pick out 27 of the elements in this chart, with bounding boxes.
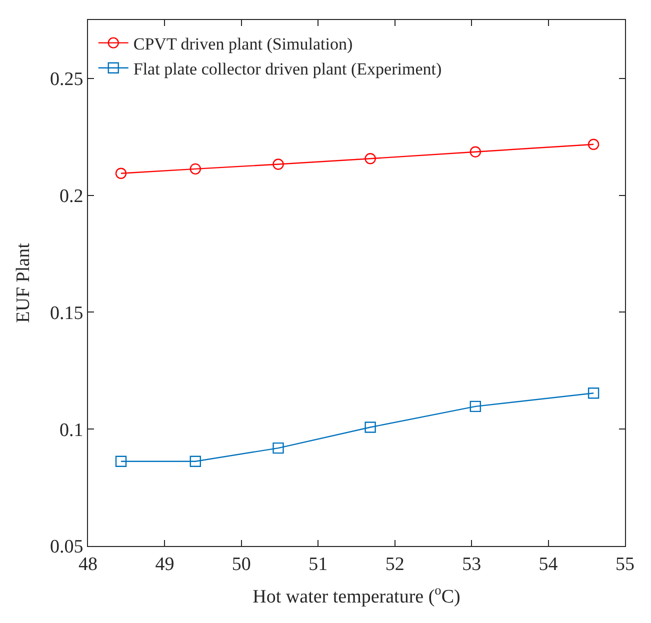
x-tick-label: 50 xyxy=(232,554,251,575)
point xyxy=(470,146,482,158)
y-tick-label: 0.25 xyxy=(50,69,84,90)
y-tick-label: 0.15 xyxy=(50,302,84,324)
point xyxy=(470,400,482,412)
x-tick-label: 53 xyxy=(462,554,482,575)
point xyxy=(272,158,284,170)
y-axis-title: EUF Plant xyxy=(12,242,34,323)
point xyxy=(272,442,284,454)
point xyxy=(588,388,600,399)
x-tick-label: 54 xyxy=(538,554,558,575)
legend-label: CPVT driven plant (Simulation) xyxy=(133,34,353,54)
y-tick-label: 0.1 xyxy=(59,420,84,441)
point xyxy=(364,153,376,164)
y-tick-label: 0.2 xyxy=(59,186,84,207)
point xyxy=(190,456,201,467)
legend-label: Flat plate collector driven plant (Experiment) xyxy=(133,60,442,79)
point xyxy=(588,138,600,150)
x-tick-label: 52 xyxy=(385,554,404,575)
point xyxy=(364,422,376,433)
x-tick-label: 49 xyxy=(155,554,174,575)
x-tick-label: 51 xyxy=(308,554,328,575)
point xyxy=(190,163,201,175)
x-tick-label: 55 xyxy=(616,554,634,575)
x-axis-title: Hot water temperature ($^{o}$C) xyxy=(252,582,460,608)
point xyxy=(115,456,127,467)
point xyxy=(115,168,127,179)
